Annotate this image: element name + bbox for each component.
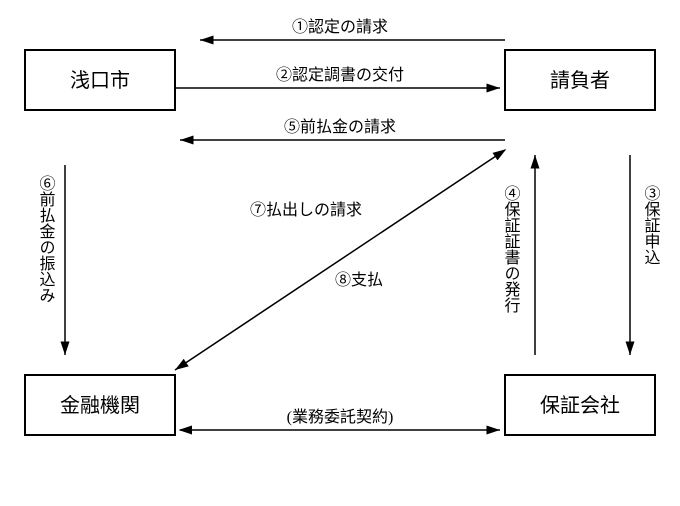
edge-8-label: ⑧支払: [335, 271, 383, 289]
edge-2-label: ②認定調書の交付: [276, 66, 404, 84]
edge-5: ⑤前払金の請求: [180, 118, 505, 140]
node-hosho-label: 保証会社: [540, 394, 620, 417]
edge-5-label: ⑤前払金の請求: [284, 118, 396, 136]
node-kinyu-label: 金融機関: [60, 394, 140, 417]
node-kinyu: 金融機関: [25, 375, 175, 435]
edge-2: ②認定調書の交付: [175, 66, 500, 88]
edge-1: ①認定の請求: [200, 18, 505, 40]
edge-3-label: ③保証申込: [642, 185, 661, 265]
edge-1-label: ①認定の請求: [292, 18, 388, 36]
node-asakuchi: 浅口市: [25, 50, 175, 110]
node-hosho: 保証会社: [505, 375, 655, 435]
edge-gyomu-label: (業務委託契約): [287, 408, 394, 426]
edge-diag: ⑦払出しの請求 ⑧支払: [175, 150, 505, 370]
edge-4: ④保証証書の発行: [502, 155, 536, 355]
edge-6-label: ⑥前払金の振込み: [37, 175, 56, 303]
edge-3: ③保証申込: [630, 155, 661, 355]
edge-6: ⑥前払金の振込み: [37, 165, 66, 355]
node-ukeoi: 請負者: [505, 50, 655, 110]
edge-7-label: ⑦払出しの請求: [250, 201, 362, 219]
node-ukeoi-label: 請負者: [550, 69, 610, 92]
node-asakuchi-label: 浅口市: [70, 69, 130, 92]
edge-gyomu: (業務委託契約): [180, 408, 500, 430]
edge-4-label: ④保証証書の発行: [502, 185, 521, 314]
